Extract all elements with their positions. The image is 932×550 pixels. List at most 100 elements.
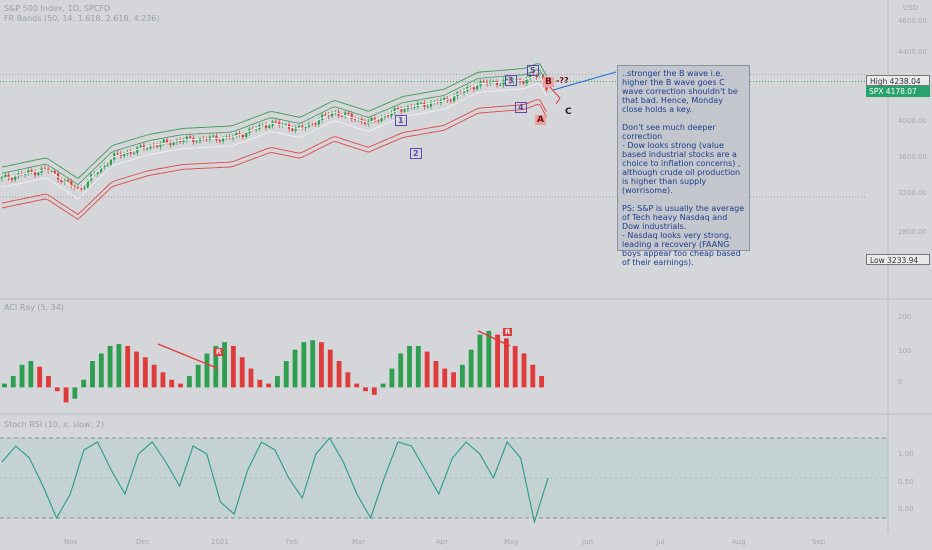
candle-body: [10, 178, 13, 180]
candle-body: [50, 171, 53, 173]
annotation-arrow: [552, 71, 617, 91]
candle-body: [86, 180, 89, 188]
symbol-title[interactable]: S&P 500 Index, 1D, SPCFD: [4, 4, 111, 13]
candle-body: [314, 123, 317, 125]
band-middle-line: [1, 74, 547, 191]
candle-body: [109, 159, 112, 165]
candle-body: [472, 87, 475, 90]
candle-body: [116, 153, 119, 155]
osc-bar: [345, 372, 351, 388]
oscillator-title[interactable]: ACI Ray (5, 34): [4, 303, 64, 312]
osc-bar: [310, 340, 316, 388]
annotation-paragraph: PS: S&P is usually the average of Tech h…: [622, 204, 745, 267]
time-tick: Nov: [64, 538, 78, 546]
osc-bar: [134, 351, 139, 388]
rsi-tick: 0.50: [898, 478, 914, 486]
osc-bar: [72, 387, 78, 399]
candle-body: [225, 136, 228, 138]
osc-divergence-line: [477, 330, 511, 347]
candle-body: [307, 123, 310, 127]
candle-body: [512, 81, 515, 83]
candle-body: [255, 128, 258, 130]
osc-bar: [521, 353, 527, 388]
candle-body: [182, 140, 185, 143]
osc-bar: [319, 342, 324, 388]
candle-body: [185, 136, 188, 141]
wave-label-4: 4: [515, 102, 527, 113]
band-upper-line: [1, 63, 547, 179]
osc-bar: [28, 361, 34, 388]
candle-body: [324, 114, 327, 116]
indicator-legend[interactable]: FR Bands (50, 14, 1.618, 2.618, 4.236): [4, 14, 160, 23]
candle-body: [347, 112, 350, 114]
price-tick: 3200.00: [898, 189, 927, 197]
candle-body: [218, 140, 221, 142]
candle-body: [53, 171, 56, 174]
osc-bar: [178, 383, 183, 388]
osc-bar: [459, 364, 465, 388]
osc-bar: [186, 376, 192, 388]
candle-body: [222, 137, 225, 142]
candle-body: [106, 164, 109, 166]
candle-body: [268, 125, 271, 128]
candle-body: [179, 140, 182, 143]
candle-body: [393, 108, 396, 113]
candle-body: [373, 118, 376, 121]
band-red-line: [1, 99, 547, 215]
candle-body: [208, 136, 211, 140]
candle-body: [396, 108, 400, 110]
candle-body: [462, 91, 466, 93]
price-tick: 2800.00: [898, 228, 927, 236]
high-price-tag: High 4238.04: [866, 75, 930, 86]
candle-body: [416, 102, 419, 107]
candle-body: [96, 172, 99, 174]
candle-body: [60, 179, 63, 183]
rsi-tick: 1.00: [898, 450, 914, 458]
time-tick: Jul: [656, 538, 665, 546]
band-inner-line: [1, 69, 547, 186]
osc-bar: [230, 345, 236, 388]
candle-body: [297, 125, 301, 128]
candle-body: [377, 120, 380, 122]
candle-body: [245, 133, 248, 137]
osc-bar: [46, 376, 51, 388]
candle-body: [340, 115, 343, 117]
candle-body: [301, 125, 304, 128]
annotation-note[interactable]: ..stronger the B wave i.e. higher the B …: [617, 65, 750, 267]
candle-body: [198, 138, 202, 142]
candle-body: [413, 106, 416, 108]
candle-body: [195, 141, 198, 143]
candle-body: [443, 98, 446, 101]
candle-body: [387, 115, 390, 117]
candle-body: [284, 124, 287, 126]
osc-bar: [468, 349, 474, 388]
candle-body: [37, 172, 40, 176]
annotation-paragraph: ..stronger the B wave i.e. higher the B …: [622, 69, 738, 114]
candle-body: [294, 127, 297, 131]
candle-body: [152, 145, 155, 147]
candle-body: [420, 102, 423, 104]
wave-label-b: B: [543, 77, 554, 87]
price-tick: 4400.00: [898, 48, 927, 56]
osc-bar: [433, 361, 439, 388]
wave-label-c: C: [565, 107, 572, 117]
time-tick: May: [504, 538, 519, 546]
candle-body: [205, 139, 208, 141]
candle-body: [172, 142, 175, 145]
osc-bar: [486, 330, 492, 388]
osc-bar: [275, 376, 280, 388]
candle-body: [149, 145, 152, 149]
osc-bar: [363, 387, 368, 392]
price-tick: 4000.00: [898, 117, 927, 125]
candle-body: [495, 81, 499, 85]
osc-bar: [54, 387, 60, 392]
candle-body: [509, 78, 512, 82]
band-lower-white-line: [1, 83, 547, 200]
stoch-rsi-title[interactable]: Stoch RSI (10, x, slow, 2): [4, 420, 104, 429]
candle-body: [33, 171, 37, 176]
osc-bar: [125, 345, 131, 388]
osc-bar: [283, 361, 289, 388]
candle-body: [238, 133, 241, 135]
price-tick: 3600.00: [898, 153, 927, 161]
